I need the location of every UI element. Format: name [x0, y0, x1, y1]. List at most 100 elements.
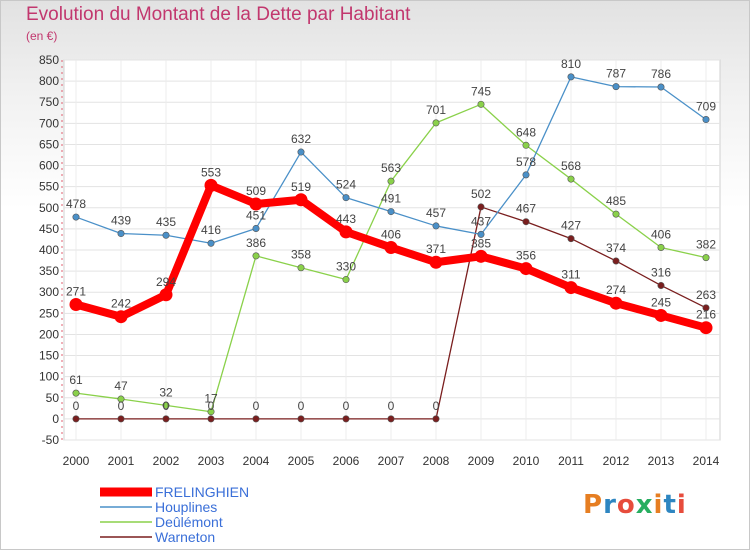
x-tick-label: 2000: [63, 454, 90, 468]
x-tick-label: 2012: [603, 454, 630, 468]
data-point: [117, 415, 125, 423]
data-label: 263: [696, 288, 716, 302]
data-point: [432, 119, 440, 127]
data-label: 578: [516, 155, 536, 169]
data-point: [207, 408, 215, 416]
data-label: 47: [114, 379, 128, 393]
y-tick-label: 500: [39, 201, 59, 215]
data-point: [657, 83, 665, 91]
data-label: 0: [298, 399, 305, 413]
data-label: 467: [516, 202, 536, 216]
data-point: [342, 276, 350, 284]
data-label: 437: [471, 214, 491, 228]
data-labels-frelinghien: 271 242 294 553 509 519 443 406 371 385 356 311 274 2…: [66, 165, 716, 321]
y-tick-label: 300: [39, 285, 59, 299]
data-point: [384, 240, 398, 254]
data-label: 271: [66, 284, 86, 298]
data-label: 0: [433, 399, 440, 413]
data-point: [387, 177, 395, 185]
y-tick-label: 250: [39, 306, 59, 320]
data-label: 0: [73, 399, 80, 413]
y-tick-label: 0: [52, 412, 59, 426]
data-point: [657, 243, 665, 251]
legend-label-frelinghien: FRELINGHIEN: [155, 484, 249, 500]
series-points-frelinghien: [69, 178, 713, 335]
data-point: [522, 218, 530, 226]
data-label: 216: [696, 308, 716, 322]
y-tick-label: 350: [39, 264, 59, 278]
data-point: [162, 401, 170, 409]
data-label: 245: [651, 295, 671, 309]
data-label: 358: [291, 248, 311, 262]
data-point: [654, 308, 668, 322]
data-point: [114, 310, 128, 324]
x-tick-label: 2009: [468, 454, 495, 468]
x-tick-label: 2003: [198, 454, 225, 468]
data-label: 457: [426, 206, 446, 220]
data-point: [522, 141, 530, 149]
data-label: 406: [651, 227, 671, 241]
x-tick-label: 2011: [558, 454, 584, 468]
data-label: 406: [381, 227, 401, 241]
x-tick-label: 2002: [153, 454, 180, 468]
data-label: 32: [159, 385, 173, 399]
data-label: 509: [246, 184, 266, 198]
y-tick-label: 650: [39, 137, 59, 151]
data-point: [477, 100, 485, 108]
data-label: 427: [561, 219, 581, 233]
data-label: 435: [156, 215, 176, 229]
data-point: [294, 193, 308, 207]
series-points-warneton: [72, 203, 710, 423]
data-label: 330: [336, 260, 356, 274]
data-point: [657, 281, 665, 289]
y-tick-label: 450: [39, 222, 59, 236]
y-tick-label: 850: [39, 53, 59, 67]
data-label: 745: [471, 84, 491, 98]
data-label: 553: [201, 165, 221, 179]
data-labels-deûlémont: 61 47 32 17 386 358 330 563 701 745 648 568 485 406 38…: [69, 84, 716, 405]
data-point: [702, 116, 710, 124]
data-label: 0: [208, 399, 215, 413]
data-point: [567, 73, 575, 81]
y-tick-label: -50: [42, 433, 60, 447]
x-tick-label: 2004: [243, 454, 270, 468]
data-label: 439: [111, 214, 131, 228]
data-label: 568: [561, 159, 581, 173]
data-point: [564, 281, 578, 295]
x-tick-label: 2013: [648, 454, 675, 468]
data-point: [519, 262, 533, 276]
data-label: 382: [696, 238, 716, 252]
series-points-deûlémont: [72, 100, 710, 416]
x-tick-label: 2007: [378, 454, 405, 468]
data-point: [204, 178, 218, 192]
data-point: [477, 230, 485, 238]
data-label: 491: [381, 192, 401, 206]
data-label: 385: [471, 236, 491, 250]
x-tick-label: 2008: [423, 454, 450, 468]
data-label: 316: [651, 265, 671, 279]
data-point: [252, 252, 260, 260]
data-label: 0: [253, 399, 260, 413]
x-axis-ticks: 2000 2001 2002 2003 2004 2005 2006 2007 2008 2009…: [63, 454, 720, 468]
data-label: 17: [204, 392, 218, 406]
data-point: [387, 208, 395, 216]
y-tick-label: 700: [39, 116, 59, 130]
data-label: 632: [291, 132, 311, 146]
y-tick-label: 50: [46, 391, 60, 405]
data-label: 524: [336, 178, 356, 192]
data-label: 443: [336, 212, 356, 226]
data-point: [609, 296, 623, 310]
data-point: [72, 389, 80, 397]
legend-label-deûlémont: Deûlémont: [155, 514, 223, 530]
data-label: 810: [561, 57, 581, 71]
y-tick-label: 200: [39, 327, 59, 341]
data-point: [567, 235, 575, 243]
series-points-houplines: [72, 73, 710, 247]
chart-unit-label: (en €): [26, 29, 58, 43]
data-label: 0: [163, 399, 170, 413]
data-point: [429, 255, 443, 269]
data-label: 371: [426, 242, 446, 256]
data-labels-houplines: 478 439 435 416 451 632 524 491 457 437 578 810 787 7…: [66, 57, 716, 237]
x-tick-label: 2005: [288, 454, 315, 468]
